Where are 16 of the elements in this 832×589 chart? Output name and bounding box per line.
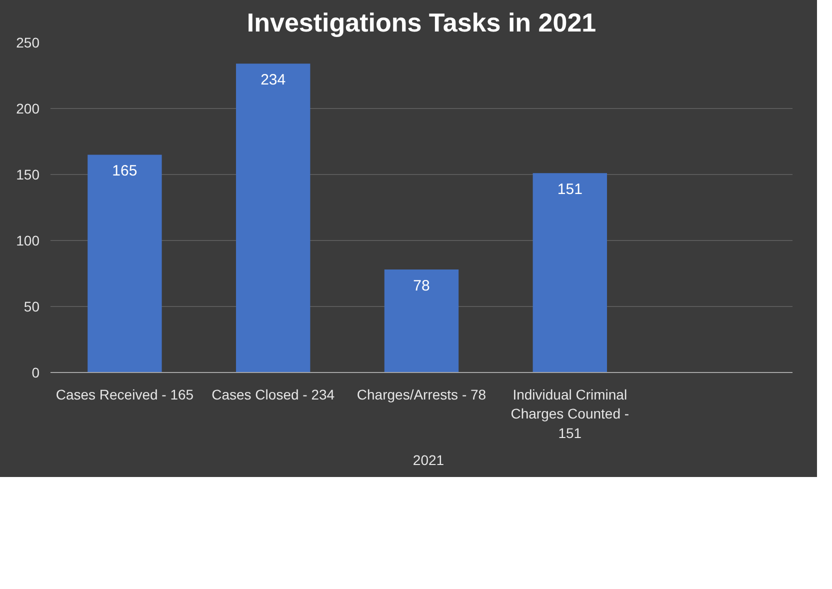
y-tick-label: 250 bbox=[16, 34, 40, 50]
data-label: 234 bbox=[260, 72, 286, 89]
y-tick-label: 100 bbox=[16, 232, 40, 248]
x-tick-label: Cases Received - 165 bbox=[56, 386, 194, 402]
chart-title: Investigations Tasks in 2021 bbox=[246, 8, 596, 38]
data-label: 151 bbox=[557, 181, 582, 198]
data-label: 165 bbox=[112, 162, 138, 180]
x-tick-label: Charges/Arrests - 78 bbox=[356, 386, 486, 402]
y-tick-label: 50 bbox=[24, 298, 40, 314]
x-tick-label: Individual Criminal Charges Counted - 151 bbox=[510, 386, 630, 441]
x-tick-label: Cases Closed - 234 bbox=[212, 386, 335, 402]
text: 2021 bbox=[412, 452, 444, 468]
y-tick-label: 150 bbox=[16, 166, 40, 182]
y-tick-label: 200 bbox=[16, 100, 40, 116]
y-tick-label: 0 bbox=[32, 364, 40, 380]
data-label: 78 bbox=[413, 278, 430, 295]
